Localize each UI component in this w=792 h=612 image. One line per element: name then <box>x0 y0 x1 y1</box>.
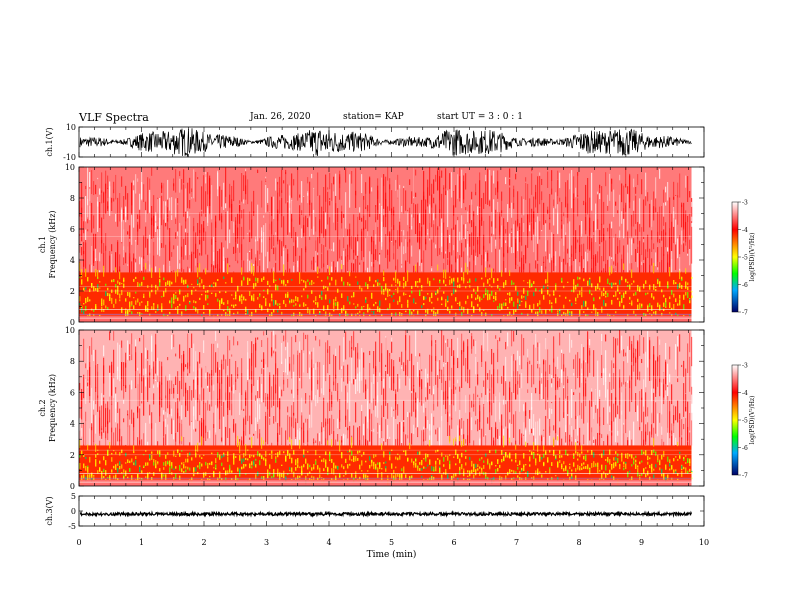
y-tick-label: 0 <box>70 318 75 327</box>
y-tick-label: 5 <box>71 492 76 501</box>
colorbar-tick-label: -3 <box>742 363 748 370</box>
x-tick-label: 8 <box>576 538 581 547</box>
y-tick-label: 10 <box>65 326 75 335</box>
y-tick-label: 10 <box>65 163 75 172</box>
colorbar-tick-label: -3 <box>742 200 748 207</box>
x-tick-label: 10 <box>699 538 709 547</box>
colorbar-tick-label: -4 <box>742 390 748 397</box>
colorbar-tick-label: -7 <box>742 310 748 317</box>
y-tick-label: -10 <box>63 153 76 162</box>
x-tick-label: 0 <box>76 538 81 547</box>
y-tick-label: 4 <box>70 420 75 429</box>
colorbar <box>731 201 739 313</box>
y-axis-label-frequency: Frequency (kHz) <box>48 374 57 442</box>
x-axis-label: Time (min) <box>367 549 417 560</box>
y-tick-label: -5 <box>68 522 76 531</box>
x-tick-label: 6 <box>451 538 456 547</box>
y-tick-label: 8 <box>70 357 75 366</box>
y-tick-label: 10 <box>66 123 76 132</box>
station-label: station= KAP <box>343 112 404 122</box>
start-time-label: start UT = 3 : 0 : 1 <box>437 112 523 122</box>
y-axis-label: ch.1(V) <box>45 127 54 156</box>
y-tick-label: 6 <box>70 388 75 397</box>
y-tick-label: 2 <box>70 287 75 296</box>
waveform-series-line <box>79 128 692 157</box>
colorbar-tick-label: -5 <box>742 418 748 425</box>
x-tick-label: 7 <box>514 538 519 547</box>
x-tick-label: 4 <box>326 538 331 547</box>
colorbar-tick-label: -5 <box>742 255 748 262</box>
x-tick-label: 9 <box>639 538 644 547</box>
y-tick-label: 8 <box>70 194 75 203</box>
colorbar-tick-label: -7 <box>742 473 748 480</box>
y-axis-label-channel: ch.1 <box>38 236 47 253</box>
x-tick-label: 2 <box>201 538 206 547</box>
x-tick-label: 1 <box>139 538 144 547</box>
y-tick-label: 0 <box>70 482 75 491</box>
y-axis-label-frequency: Frequency (kHz) <box>48 210 57 278</box>
figure-title: VLF Spectra <box>79 111 149 124</box>
colorbar-tick-label: -6 <box>742 445 748 452</box>
x-tick-label: 3 <box>264 538 269 547</box>
y-tick-label: 4 <box>70 256 75 265</box>
spectrogram-field <box>79 330 693 486</box>
colorbar-label: log(PSD)(V²/Hz) <box>749 396 756 445</box>
y-axis-label: ch.3(V) <box>45 496 54 525</box>
date-label: Jan. 26, 2020 <box>250 112 311 122</box>
colorbar-tick-label: -6 <box>742 282 748 289</box>
waveform-series-line <box>79 510 693 518</box>
x-tick-label: 5 <box>389 538 394 547</box>
spectrogram-field <box>79 167 693 322</box>
y-tick-label: 6 <box>70 225 75 234</box>
colorbar-label: log(PSD)(V²/Hz) <box>749 233 756 282</box>
y-axis-label-channel: ch.2 <box>38 399 47 416</box>
y-tick-label: 0 <box>71 507 76 516</box>
colorbar <box>731 364 739 476</box>
colorbar-tick-label: -4 <box>742 227 748 234</box>
y-tick-label: 2 <box>70 451 75 460</box>
